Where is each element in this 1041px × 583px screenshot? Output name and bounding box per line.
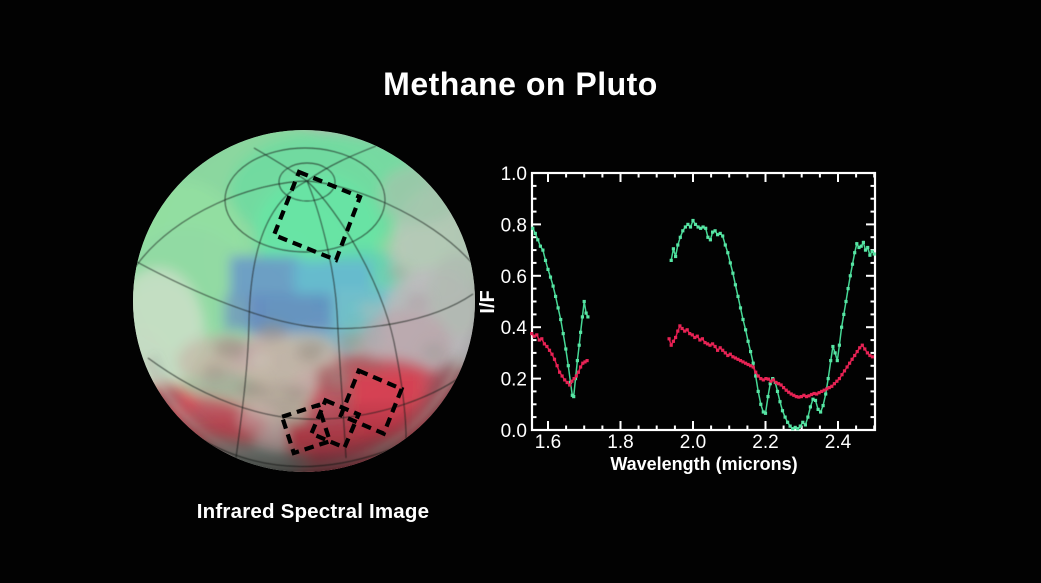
svg-text:1.6: 1.6	[535, 432, 561, 453]
svg-text:0.2: 0.2	[501, 370, 527, 391]
svg-text:0.0: 0.0	[501, 421, 527, 442]
svg-text:1.8: 1.8	[607, 432, 633, 453]
svg-text:0.8: 0.8	[501, 215, 527, 236]
svg-text:2.2: 2.2	[752, 432, 778, 453]
svg-text:1.0: 1.0	[501, 164, 527, 185]
svg-text:0.4: 0.4	[501, 318, 528, 339]
svg-text:I/F: I/F	[477, 290, 499, 313]
svg-text:0.6: 0.6	[501, 267, 527, 288]
svg-text:2.4: 2.4	[825, 432, 852, 453]
svg-text:2.0: 2.0	[680, 432, 706, 453]
svg-text:Wavelength (microns): Wavelength (microns)	[610, 454, 797, 474]
